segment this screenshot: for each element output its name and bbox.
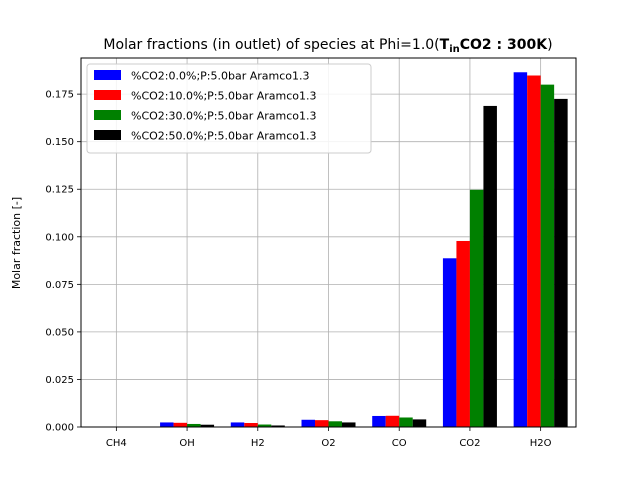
bar-series1-co bbox=[372, 415, 386, 427]
bar-series1-co2 bbox=[442, 258, 457, 427]
y-tick-label: 0.125 bbox=[45, 185, 74, 196]
y-tick-label: 0.150 bbox=[45, 137, 74, 148]
bar-series4-h2 bbox=[271, 425, 285, 427]
bars bbox=[160, 72, 568, 428]
ticks: 0.000 0.025 0.050 0.075 0.100 0.125 0.150 0.175… bbox=[45, 90, 551, 449]
bar-series3-co2 bbox=[469, 189, 484, 427]
bar-series3-oh bbox=[187, 423, 201, 427]
title-suffix: ) bbox=[547, 37, 552, 53]
legend-box bbox=[86, 63, 372, 154]
legend-swatch-series3 bbox=[94, 110, 121, 120]
bar-series3-h2o bbox=[540, 84, 555, 427]
x-tick-label-o2: O2 bbox=[321, 438, 335, 449]
legend-label-series1: %CO2:0.0%;P:5.0bar Aramco1.3 bbox=[131, 70, 310, 83]
title-math-T: T bbox=[440, 37, 450, 53]
bar-series3-o2 bbox=[328, 421, 342, 427]
x-tick-label-h2o: H2O bbox=[530, 438, 552, 449]
bar-series2-co bbox=[385, 415, 400, 427]
y-tick-label: 0.050 bbox=[45, 327, 74, 338]
y-tick-label: 0.000 bbox=[45, 423, 74, 434]
bar-series4-co bbox=[412, 419, 427, 427]
bar-series1-h2 bbox=[230, 422, 245, 427]
bar-series1-o2 bbox=[301, 419, 315, 427]
chart-title: Molar fractions (in outlet) of species a… bbox=[103, 37, 552, 55]
bar-series1-oh bbox=[160, 422, 174, 427]
bar-series4-co2 bbox=[483, 105, 497, 428]
bar-series2-oh bbox=[173, 422, 188, 427]
legend-label-series3: %CO2:30.0%;P:5.0bar Aramco1.3 bbox=[131, 110, 317, 123]
legend-swatch-series1 bbox=[94, 70, 121, 80]
bar-series2-co2 bbox=[456, 240, 470, 427]
bar-series4-oh bbox=[200, 424, 215, 427]
bar-series4-o2 bbox=[342, 422, 356, 427]
x-tick-label-co: CO bbox=[392, 438, 407, 449]
legend-label-series4: %CO2:50.0%;P:5.0bar Aramco1.3 bbox=[131, 130, 317, 143]
bar-series2-h2 bbox=[244, 423, 258, 427]
legend-swatch-series4 bbox=[94, 130, 121, 140]
legend-swatch-series2 bbox=[94, 90, 121, 100]
x-tick-label-ch4: CH4 bbox=[106, 438, 127, 449]
bar-series2-o2 bbox=[315, 420, 329, 427]
title-math-rest: CO2 : 300K bbox=[460, 37, 548, 53]
y-tick-label: 0.025 bbox=[45, 375, 74, 386]
title-prefix: Molar fractions (in outlet) of species a… bbox=[103, 37, 439, 53]
bar-series3-h2 bbox=[257, 424, 272, 427]
legend: %CO2:0.0%;P:5.0bar Aramco1.3 %CO2:10.0%;P… bbox=[86, 63, 372, 154]
x-tick-label-oh: OH bbox=[179, 438, 194, 449]
x-tick-label-h2: H2 bbox=[251, 438, 265, 449]
bar-series2-h2o bbox=[527, 75, 541, 428]
y-tick-label: 0.075 bbox=[45, 280, 74, 291]
bar-series4-h2o bbox=[554, 98, 568, 427]
x-tick-label-co2: CO2 bbox=[459, 438, 480, 449]
y-axis-title: Molar fraction [-] bbox=[10, 197, 23, 289]
title-math-sub: in bbox=[449, 44, 460, 55]
legend-label-series2: %CO2:10.0%;P:5.0bar Aramco1.3 bbox=[131, 90, 317, 103]
bar-series1-h2o bbox=[513, 72, 528, 427]
bar-series3-co bbox=[399, 417, 413, 427]
y-tick-label: 0.100 bbox=[45, 232, 74, 243]
y-tick-label: 0.175 bbox=[45, 90, 74, 101]
